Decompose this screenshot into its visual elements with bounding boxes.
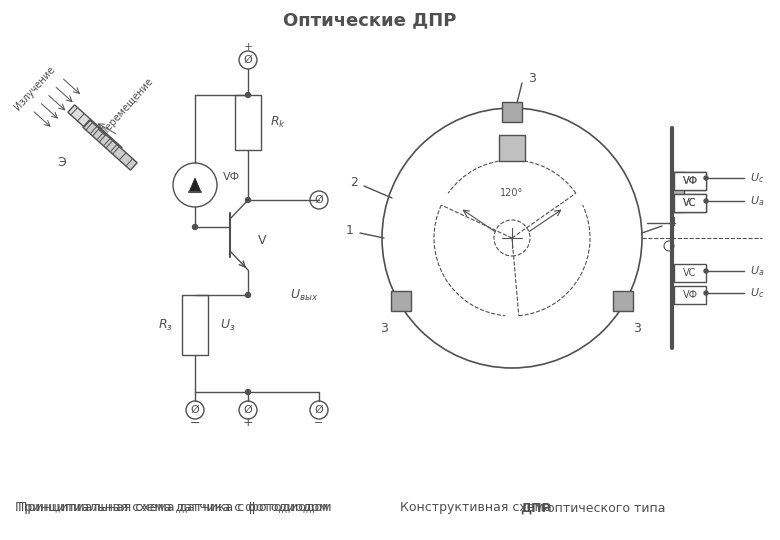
Bar [182, 295, 208, 355]
Text: −: − [314, 418, 324, 428]
Text: VC: VC [683, 198, 697, 208]
Bar [674, 194, 706, 212]
Text: 3: 3 [633, 321, 640, 334]
Bar [499, 135, 525, 161]
Text: Конструктивная схема: Конструктивная схема [400, 502, 555, 515]
Circle shape [246, 198, 250, 202]
Text: VФ: VФ [223, 172, 240, 182]
Circle shape [704, 176, 708, 180]
Text: Излучение: Излучение [12, 65, 56, 112]
Circle shape [193, 225, 197, 230]
Bar [674, 194, 706, 212]
Text: Перемещение: Перемещение [98, 76, 154, 137]
Text: 120°: 120° [501, 188, 523, 198]
Text: Ø: Ø [243, 405, 253, 415]
Bar [392, 291, 411, 311]
Text: $R_k$: $R_k$ [270, 115, 286, 130]
Circle shape [704, 199, 708, 203]
Bar [502, 102, 522, 122]
Text: $U_c$: $U_c$ [750, 171, 764, 185]
Text: 2: 2 [350, 177, 358, 190]
Text: VC: VC [683, 268, 697, 278]
Bar [235, 95, 261, 150]
Text: +: + [243, 42, 253, 52]
Text: $R_з$: $R_з$ [158, 318, 173, 333]
Polygon shape [672, 172, 684, 212]
Text: Ø: Ø [314, 195, 324, 205]
Text: 4: 4 [668, 217, 676, 230]
Text: 3: 3 [381, 321, 388, 334]
Circle shape [382, 108, 642, 368]
Text: Принципиальная схема датчика с фотодиодом: Принципиальная схема датчика с фотодиодо… [18, 502, 332, 515]
Polygon shape [68, 105, 122, 155]
Text: оптического типа: оптического типа [543, 502, 665, 515]
Circle shape [704, 269, 708, 273]
Text: $U_a$: $U_a$ [750, 264, 764, 278]
Bar [674, 172, 706, 190]
Text: Ø: Ø [190, 405, 200, 415]
Bar [674, 286, 706, 304]
Text: Ø: Ø [243, 55, 253, 65]
Bar [612, 291, 633, 311]
Text: Ø: Ø [314, 405, 324, 415]
Text: VФ: VФ [682, 176, 697, 186]
Text: Оптические ДПР: Оптические ДПР [283, 11, 456, 29]
Text: $U_з$: $U_з$ [220, 318, 236, 333]
Text: 1: 1 [346, 224, 354, 237]
Circle shape [246, 293, 250, 298]
Circle shape [246, 92, 250, 98]
Text: −: − [190, 416, 200, 429]
Polygon shape [83, 120, 137, 170]
Text: VФ: VФ [682, 176, 697, 186]
Text: +: + [243, 416, 254, 429]
Bar [674, 172, 706, 190]
Bar [674, 264, 706, 282]
Text: $U_c$: $U_c$ [750, 286, 764, 300]
Text: V: V [258, 233, 267, 246]
Circle shape [246, 389, 250, 395]
Text: Принципиальная схема датчика с фотодиодом: Принципиальная схема датчика с фотодиодо… [15, 502, 328, 515]
Text: VФ: VФ [682, 290, 697, 300]
Text: $U_{вых}$: $U_{вых}$ [290, 287, 318, 302]
Text: Э: Э [58, 156, 66, 168]
Circle shape [704, 291, 708, 295]
Text: ДПР: ДПР [520, 502, 551, 515]
Circle shape [173, 163, 217, 207]
Polygon shape [189, 178, 201, 192]
Text: 3: 3 [528, 71, 536, 84]
Text: $U_a$: $U_a$ [750, 194, 764, 208]
Text: VC: VC [683, 198, 697, 208]
